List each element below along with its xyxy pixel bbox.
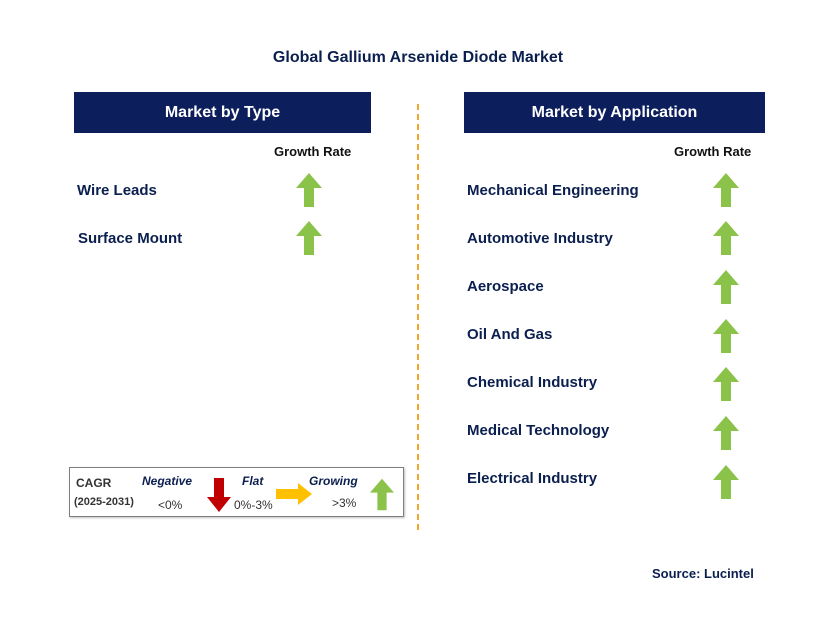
legend-growing-label: Growing: [309, 474, 358, 488]
source-label: Source: Lucintel: [652, 566, 754, 581]
up-arrow-icon: [713, 465, 739, 499]
type-item-wire-leads: Wire Leads: [77, 182, 157, 199]
up-arrow-icon: [713, 270, 739, 304]
up-arrow-icon: [713, 173, 739, 207]
up-arrow-icon: [370, 478, 394, 511]
legend-cagr-label: CAGR: [76, 476, 112, 490]
right-arrow-icon: [276, 483, 312, 505]
type-growth-rate-label: Growth Rate: [274, 144, 352, 159]
application-item-automotive-industry: Automotive Industry: [467, 230, 613, 247]
up-arrow-icon: [713, 319, 739, 353]
legend-negative-range: <0%: [158, 498, 183, 512]
legend-negative-label: Negative: [142, 474, 193, 488]
type-item-surface-mount: Surface Mount: [78, 230, 183, 247]
legend-flat-label: Flat: [242, 474, 264, 488]
up-arrow-icon: [296, 221, 322, 255]
page-title: Global Gallium Arsenide Diode Market: [272, 49, 564, 66]
panel-divider: [417, 104, 419, 530]
application-item-aerospace: Aerospace: [467, 278, 544, 295]
legend-flat-range: 0%-3%: [234, 498, 273, 512]
up-arrow-icon: [713, 367, 739, 401]
application-item-mechanical-engineering: Mechanical Engineering: [467, 182, 639, 199]
market-by-type-header: Market by Type: [74, 92, 371, 133]
application-item-chemical-industry: Chemical Industry: [467, 374, 598, 391]
up-arrow-icon: [296, 173, 322, 207]
application-growth-rate-label: Growth Rate: [674, 144, 752, 159]
up-arrow-icon: [713, 416, 739, 450]
cagr-legend: CAGR (2025-2031) Negative <0% Flat 0%-3%…: [69, 467, 404, 517]
up-arrow-icon: [713, 221, 739, 255]
application-item-oil-and-gas: Oil And Gas: [467, 326, 553, 343]
legend-growing-range: >3%: [332, 496, 357, 510]
down-arrow-icon: [207, 478, 231, 512]
application-item-medical-technology: Medical Technology: [467, 422, 610, 439]
application-item-electrical-industry: Electrical Industry: [467, 470, 598, 487]
market-by-application-header: Market by Application: [464, 92, 765, 133]
legend-period: (2025-2031): [74, 496, 134, 508]
